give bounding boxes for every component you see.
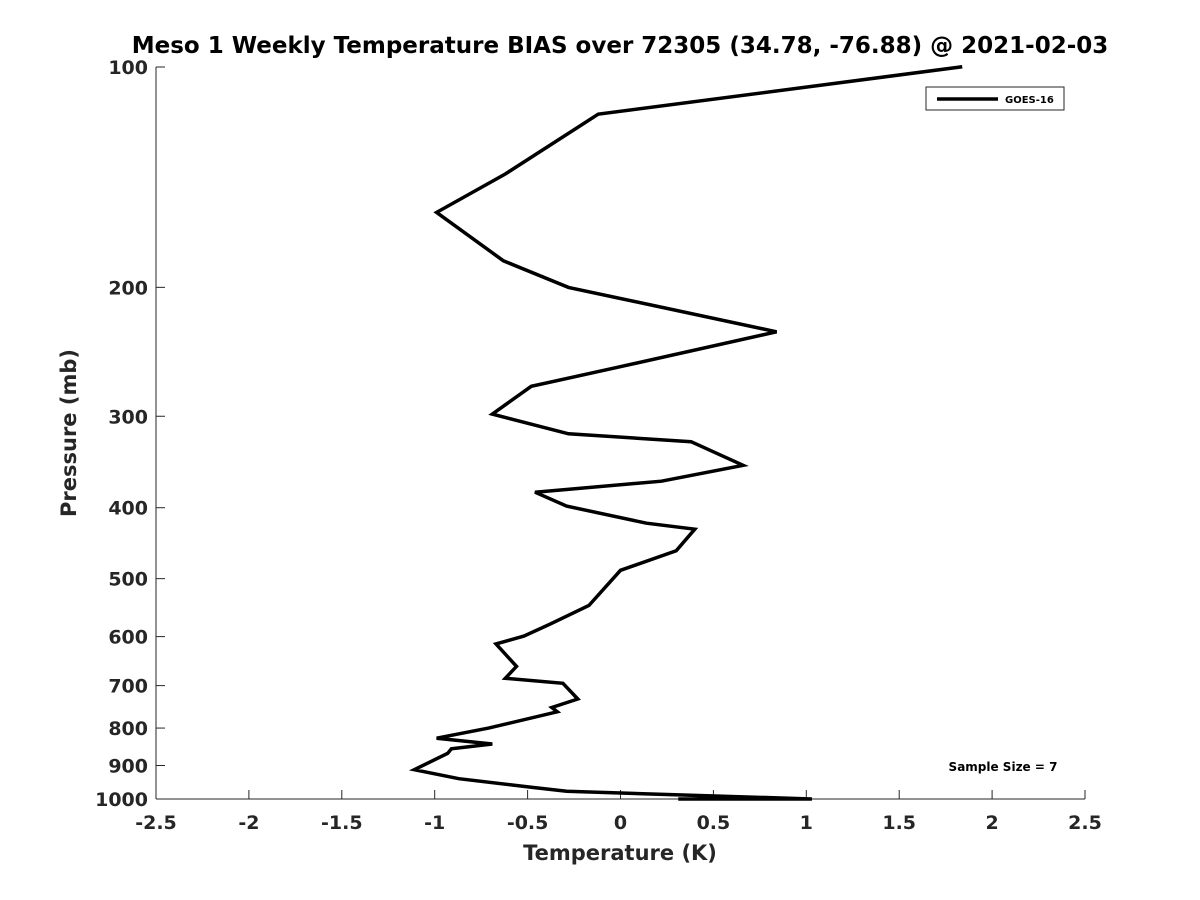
y-axis-ticks: 100 200 300 400 500 600 700 800 900 1000 [95, 57, 165, 811]
x-tick-label: -2 [238, 812, 259, 834]
x-axis-label: Temperature (K) [523, 841, 717, 865]
y-axis-label: Pressure (mb) [57, 349, 81, 517]
y-tick-label: 800 [108, 718, 148, 740]
series-line-goes-16 [408, 65, 963, 801]
x-tick-label: 1 [800, 812, 813, 834]
x-tick-label: 2.5 [1068, 812, 1102, 834]
legend: GOES-16 [925, 86, 1065, 111]
x-tick-label: 0 [614, 812, 627, 834]
y-tick-label: 100 [108, 57, 148, 79]
x-tick-label: -0.5 [507, 812, 549, 834]
chart-title: Meso 1 Weekly Temperature BIAS over 7230… [132, 33, 1109, 59]
y-tick-label: 300 [108, 406, 148, 428]
y-tick-label: 400 [108, 498, 148, 520]
x-tick-label: 2 [985, 812, 998, 834]
sample-size-annotation: Sample Size = 7 [949, 760, 1058, 774]
x-tick-label: -1.5 [321, 812, 363, 834]
plot-area [156, 67, 1085, 799]
x-tick-label: -1 [424, 812, 445, 834]
x-axis-ticks: -2.5 -2 -1.5 -1 -0.5 0 0.5 1 1.5 2 2.5 [135, 790, 1102, 834]
x-tick-label: -2.5 [135, 812, 177, 834]
x-tick-label: 0.5 [697, 812, 731, 834]
y-tick-label: 1000 [95, 789, 148, 811]
y-tick-label: 200 [108, 277, 148, 299]
y-tick-label: 700 [108, 676, 148, 698]
x-tick-label: 1.5 [882, 812, 916, 834]
y-tick-label: 900 [108, 756, 148, 778]
legend-label: GOES-16 [1005, 95, 1054, 106]
y-tick-label: 500 [108, 569, 148, 591]
y-tick-label: 600 [108, 627, 148, 649]
